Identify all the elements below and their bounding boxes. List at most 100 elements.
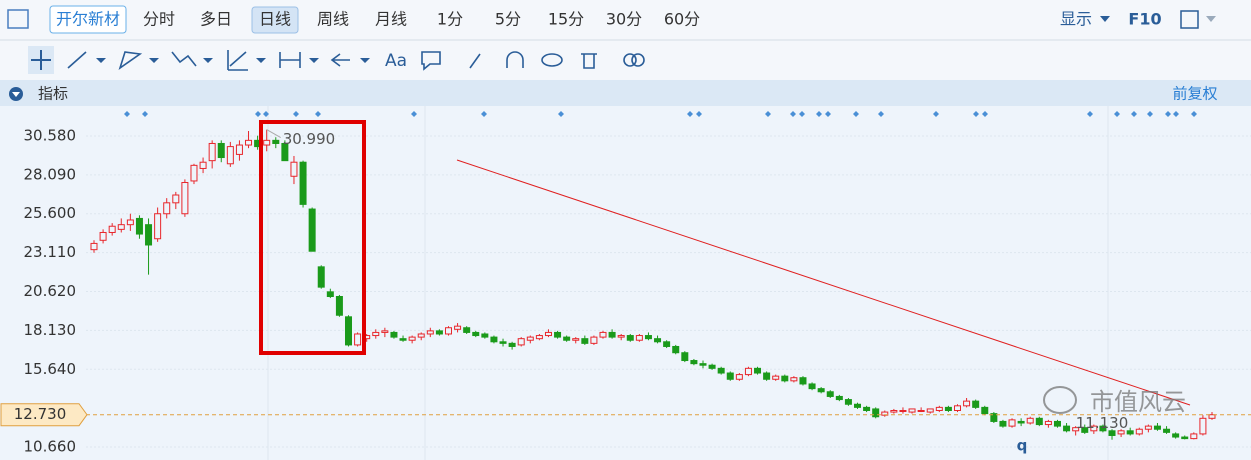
candle-body[interactable] <box>708 364 716 369</box>
period-active[interactable] <box>251 6 299 34</box>
event-marker[interactable] <box>790 111 796 117</box>
event-marker[interactable] <box>878 111 884 117</box>
period-tab[interactable]: 1分 <box>437 10 463 29</box>
event-marker[interactable] <box>1131 111 1137 117</box>
f10-button[interactable]: F10 <box>1128 10 1161 29</box>
font-tool[interactable]: Aa <box>385 51 407 71</box>
candle-body[interactable] <box>1072 427 1080 432</box>
candle-body[interactable] <box>181 182 189 215</box>
candle-body[interactable] <box>326 291 334 298</box>
candle-body[interactable] <box>263 139 271 146</box>
candle-body[interactable] <box>172 194 180 204</box>
candle-body[interactable] <box>163 202 171 215</box>
stock-name[interactable]: 开尔新材 <box>56 10 120 29</box>
candle-body[interactable] <box>354 333 362 346</box>
candle-body[interactable] <box>444 327 452 335</box>
candle-body[interactable] <box>1017 420 1025 424</box>
event-marker[interactable] <box>142 111 148 117</box>
candle-body[interactable] <box>1081 427 1089 433</box>
candle-body[interactable] <box>835 395 843 401</box>
candle-body[interactable] <box>1053 420 1061 427</box>
candle-body[interactable] <box>972 400 980 408</box>
candle-body[interactable] <box>844 399 852 405</box>
candle-body[interactable] <box>1090 425 1098 432</box>
candle-body[interactable] <box>426 330 434 335</box>
candle-body[interactable] <box>481 333 489 338</box>
candle-body[interactable] <box>308 208 316 252</box>
candle-body[interactable] <box>717 367 725 374</box>
event-marker[interactable] <box>255 111 261 117</box>
event-marker[interactable] <box>293 111 299 117</box>
candle-body[interactable] <box>454 325 462 330</box>
period-tab[interactable]: 多日 <box>200 10 232 29</box>
candle-body[interactable] <box>1199 417 1207 435</box>
period-tab[interactable]: 30分 <box>606 10 642 29</box>
period-tab[interactable]: 15分 <box>548 10 584 29</box>
candle-body[interactable] <box>117 224 125 230</box>
candle-body[interactable] <box>517 338 525 346</box>
candle-body[interactable] <box>1099 425 1107 432</box>
event-marker[interactable] <box>687 111 693 117</box>
period-tab[interactable]: 60分 <box>664 10 700 29</box>
candle-body[interactable] <box>245 139 253 146</box>
event-marker[interactable] <box>1114 111 1120 117</box>
candle-body[interactable] <box>781 375 789 382</box>
candle-body[interactable] <box>990 413 998 422</box>
event-marker[interactable] <box>1087 111 1093 117</box>
candle-body[interactable] <box>235 144 243 155</box>
candle-body[interactable] <box>499 341 507 344</box>
event-marker[interactable] <box>973 111 979 117</box>
candle-body[interactable] <box>290 161 298 177</box>
candle-body[interactable] <box>299 161 307 205</box>
event-marker[interactable] <box>853 111 859 117</box>
candle-body[interactable] <box>999 420 1007 427</box>
candle-body[interactable] <box>1190 433 1198 440</box>
drawing-tools[interactable] <box>67 50 645 71</box>
period-tab[interactable]: 5分 <box>495 10 521 29</box>
candle-body[interactable] <box>1153 425 1161 430</box>
adjust-menu[interactable]: 前复权 <box>1172 85 1217 103</box>
candle-body[interactable] <box>617 335 625 338</box>
candle-body[interactable] <box>590 336 598 344</box>
candle-body[interactable] <box>1126 430 1134 435</box>
candle-body[interactable] <box>699 363 707 366</box>
candle-body[interactable] <box>944 406 952 411</box>
event-marker[interactable] <box>765 111 771 117</box>
event-marker[interactable] <box>1147 111 1153 117</box>
candle-body[interactable] <box>872 408 880 418</box>
candle-body[interactable] <box>1181 436 1189 440</box>
indicator-title[interactable]: 指标 <box>38 85 68 103</box>
candle-body[interactable] <box>726 372 734 380</box>
candle-body[interactable] <box>199 161 207 169</box>
candle-body[interactable] <box>899 409 907 412</box>
candle-body[interactable] <box>1163 428 1171 433</box>
event-marker[interactable] <box>315 111 321 117</box>
candle-body[interactable] <box>1008 419 1016 427</box>
candle-body[interactable] <box>644 335 652 340</box>
event-letter[interactable]: q <box>1017 437 1028 455</box>
period-tab[interactable]: 分时 <box>143 10 175 29</box>
stock-box[interactable] <box>49 5 127 34</box>
event-marker[interactable] <box>825 111 831 117</box>
candle-body[interactable] <box>754 367 762 374</box>
candle-body[interactable] <box>935 406 943 411</box>
candle-body[interactable] <box>626 335 634 341</box>
candle-body[interactable] <box>135 217 143 235</box>
candle-body[interactable] <box>926 408 934 413</box>
candle-body[interactable] <box>544 331 552 337</box>
candle-body[interactable] <box>190 164 198 182</box>
candle-body[interactable] <box>981 406 989 415</box>
display-menu[interactable]: 显示 <box>1060 10 1092 29</box>
candle-body[interactable] <box>272 139 280 144</box>
candle-body[interactable] <box>145 224 153 246</box>
candle-body[interactable] <box>1035 417 1043 426</box>
candle-body[interactable] <box>90 242 98 251</box>
candle-body[interactable] <box>608 331 616 338</box>
candle-body[interactable] <box>908 408 916 413</box>
candle-body[interactable] <box>490 336 498 343</box>
period-tab[interactable]: 月线 <box>375 10 407 29</box>
candle-body[interactable] <box>1108 430 1116 436</box>
event-marker[interactable] <box>696 111 702 117</box>
candle-body[interactable] <box>635 335 643 341</box>
candle-body[interactable] <box>390 331 398 338</box>
